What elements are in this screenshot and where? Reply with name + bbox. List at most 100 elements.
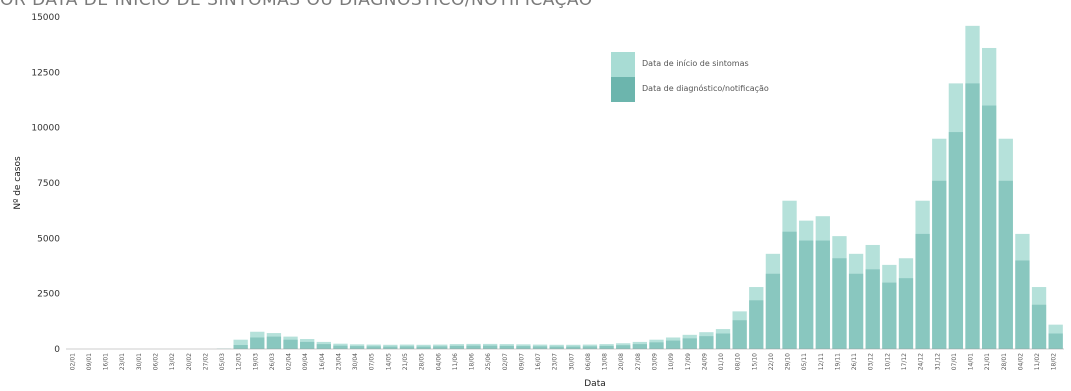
bar-diagnosis: [665, 340, 681, 349]
bar-diagnosis: [998, 180, 1013, 349]
bar-diagnosis: [483, 345, 498, 349]
x-tick-label: 16/04: [319, 353, 326, 370]
bar-diagnosis: [599, 345, 614, 349]
y-axis-label: Nº de casos: [13, 156, 23, 210]
x-tick-label: 26/03: [269, 353, 276, 370]
bar-diagnosis: [749, 300, 764, 349]
bar-symptoms: [233, 339, 248, 349]
bar-diagnosis: [632, 344, 647, 349]
y-tick-label: 5000: [37, 234, 60, 244]
x-tick-label: 02/01: [69, 353, 76, 370]
x-tick-label: 10/09: [668, 353, 675, 370]
bar-diagnosis: [250, 337, 265, 349]
x-tick-label: 04/06: [435, 353, 442, 370]
y-tick-label: 2500: [37, 290, 60, 300]
x-tick-label: 17/09: [685, 353, 692, 370]
bar-diagnosis: [932, 180, 947, 349]
x-tick-label: 12/11: [818, 353, 825, 370]
x-tick-label: 17/12: [901, 353, 908, 370]
bar-diagnosis: [582, 346, 598, 349]
x-tick-label: 03/09: [651, 353, 658, 370]
x-tick-label: 14/05: [385, 353, 392, 370]
x-tick-label: 16/01: [103, 353, 110, 370]
bar-diagnosis: [516, 346, 531, 349]
x-tick-label: 30/01: [136, 353, 143, 370]
bar-diagnosis: [815, 240, 830, 349]
bar-diagnosis: [416, 346, 431, 349]
bar-diagnosis: [1031, 304, 1047, 349]
bar-diagnosis: [399, 346, 415, 349]
x-tick-label: 20/02: [186, 353, 193, 370]
bar-diagnosis: [466, 345, 481, 349]
x-tick-label: 19/11: [834, 353, 841, 370]
x-tick-label: 31/12: [934, 353, 941, 370]
bar-diagnosis: [433, 346, 448, 349]
x-tick-label: 02/04: [286, 353, 293, 370]
bar-diagnosis: [616, 345, 631, 349]
x-tick-label: 20/08: [618, 353, 625, 370]
x-tick-label: 27/08: [635, 353, 642, 370]
bar-diagnosis: [732, 320, 747, 349]
bar-diagnosis: [349, 346, 365, 349]
x-tick-label: 14/01: [968, 353, 975, 370]
bar-diagnosis: [449, 345, 465, 349]
y-tick-label: 10000: [31, 124, 60, 134]
x-tick-label: 05/11: [801, 353, 808, 370]
bar-diagnosis: [848, 273, 864, 349]
x-tick-label: 07/05: [369, 353, 376, 370]
page-title: OR DATA DE INÍCIO DE SINTOMAS OU DIAGNÓS…: [0, 0, 593, 10]
x-tick-label: 19/03: [252, 353, 259, 370]
x-tick-label: 18/06: [469, 353, 476, 370]
x-tick-label: 21/05: [402, 353, 409, 370]
y-tick-label: 12500: [31, 68, 60, 78]
legend-swatch-symptoms: [611, 52, 635, 77]
x-tick-label: 09/01: [86, 353, 93, 370]
x-tick-label: 26/11: [851, 353, 858, 370]
bar-diagnosis: [549, 346, 564, 349]
bar-diagnosis: [865, 269, 880, 349]
x-tick-label: 06/02: [152, 353, 159, 370]
x-tick-label: 25/06: [485, 353, 492, 370]
legend-swatch-diagnosis: [611, 77, 635, 102]
bar-diagnosis: [366, 346, 381, 349]
x-tick-label: 23/04: [335, 353, 342, 370]
x-tick-label: 27/02: [202, 353, 209, 370]
x-tick-label: 05/03: [219, 353, 226, 370]
bar-diagnosis: [965, 83, 980, 350]
bar-diagnosis: [266, 336, 282, 349]
bar-diagnosis: [982, 105, 997, 349]
x-tick-label: 12/03: [236, 353, 243, 370]
x-tick-label: 06/08: [585, 353, 592, 370]
bar-diagnosis: [782, 231, 797, 349]
x-tick-label: 08/10: [735, 353, 742, 370]
bar-diagnosis: [316, 344, 331, 349]
x-tick-label: 03/12: [868, 353, 875, 370]
x-tick-label: 29/10: [785, 353, 792, 370]
bars-area: [216, 25, 1063, 350]
legend-label-symptoms: Data de início de sintomas: [642, 59, 749, 68]
x-tick-label: 23/07: [552, 353, 559, 370]
bar-diagnosis: [799, 240, 814, 349]
x-tick-label: 30/07: [568, 353, 575, 370]
y-tick-label: 0: [54, 345, 60, 355]
x-tick-label: 15/10: [751, 353, 758, 370]
x-tick-label: 11/06: [452, 353, 459, 370]
x-tick-label: 22/10: [768, 353, 775, 370]
bar-diagnosis: [499, 345, 514, 349]
y-axis: 0 2500 5000 7500 10000 12500 15000: [31, 13, 60, 355]
bar-diagnosis: [948, 132, 964, 349]
x-tick-label: 30/04: [352, 353, 359, 370]
bar-diagnosis: [532, 346, 548, 349]
x-tick-label: 11/02: [1034, 353, 1041, 370]
x-tick-label: 28/01: [1001, 353, 1008, 370]
bar-diagnosis: [300, 341, 315, 349]
x-tick-label: 10/12: [884, 353, 891, 370]
bar-diagnosis: [898, 278, 914, 349]
bar-diagnosis: [699, 336, 714, 349]
x-tick-label: 24/09: [701, 353, 708, 370]
x-tick-label: 16/07: [535, 353, 542, 370]
y-tick-label: 15000: [31, 13, 60, 23]
bar-diagnosis: [1048, 333, 1063, 349]
x-tick-label: 13/02: [169, 353, 176, 370]
